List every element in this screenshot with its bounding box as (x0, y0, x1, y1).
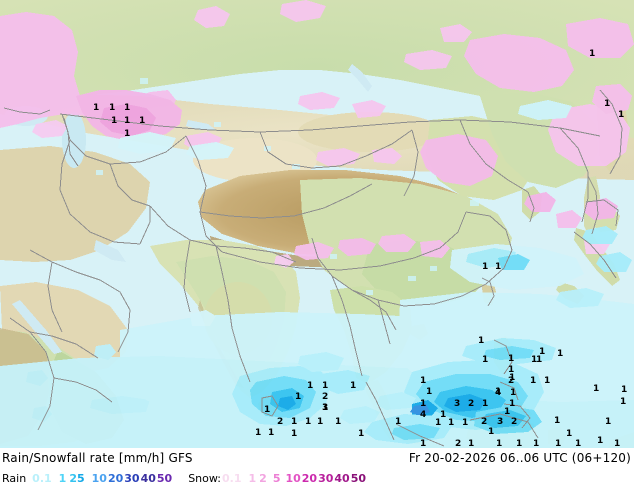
legend-tick: 50 (156, 471, 173, 485)
snow-legend-label: Snow: (188, 471, 221, 485)
legend-tick: 2 (69, 471, 77, 485)
legend-tick: 5 (272, 471, 281, 485)
border-layer (3, 89, 623, 447)
forecast-timestamp: Fr 20-02-2026 06..06 UTC (06+120) (408, 451, 631, 465)
legend-tick: 20 (301, 471, 318, 485)
legend-tick: 1 (58, 471, 67, 485)
map-footer: Rain/Snowfall rate [mm/h] GFS Fr 20-02-2… (0, 448, 634, 490)
legend: Rain 0.1 1 2 5 10 20 30 40 50 Snow: 0.1 1 2 5 10 20 30… (0, 470, 634, 486)
snow-legend-scale: 0.1 1 2 5 10 20 30 40 50 (222, 472, 366, 485)
legend-tick: 40 (140, 471, 156, 485)
legend-tick: 30 (318, 471, 334, 485)
rain-legend-label: Rain (2, 471, 27, 485)
legend-tick: 30 (124, 471, 140, 485)
snow-field (0, 0, 634, 268)
legend-tick: 10 (91, 471, 107, 485)
legend-tick: 5 (76, 471, 85, 485)
legend-tick: 1 (248, 471, 257, 485)
legend-tick: 50 (350, 471, 367, 485)
footer-title-row: Rain/Snowfall rate [mm/h] GFS Fr 20-02-2… (0, 451, 634, 468)
legend-tick: 2 (259, 471, 267, 485)
rain-legend-scale: 0.1 1 2 5 10 20 30 40 50 (32, 472, 172, 485)
legend-tick: 40 (334, 471, 350, 485)
rain-field (26, 100, 632, 444)
snow-legend: Snow: 0.1 1 2 5 10 20 30 40 50 (188, 472, 366, 485)
page-title: Rain/Snowfall rate [mm/h] GFS (2, 451, 193, 465)
scattered-precip (96, 78, 479, 295)
precipitation-layer (0, 0, 634, 448)
rain-legend: Rain 0.1 1 2 5 10 20 30 40 50 (2, 472, 172, 485)
legend-tick: 0.1 (32, 471, 52, 485)
legend-tick: 10 (285, 471, 301, 485)
legend-tick: 20 (107, 471, 124, 485)
legend-tick: 0.1 (222, 471, 242, 485)
map-canvas (0, 0, 634, 448)
